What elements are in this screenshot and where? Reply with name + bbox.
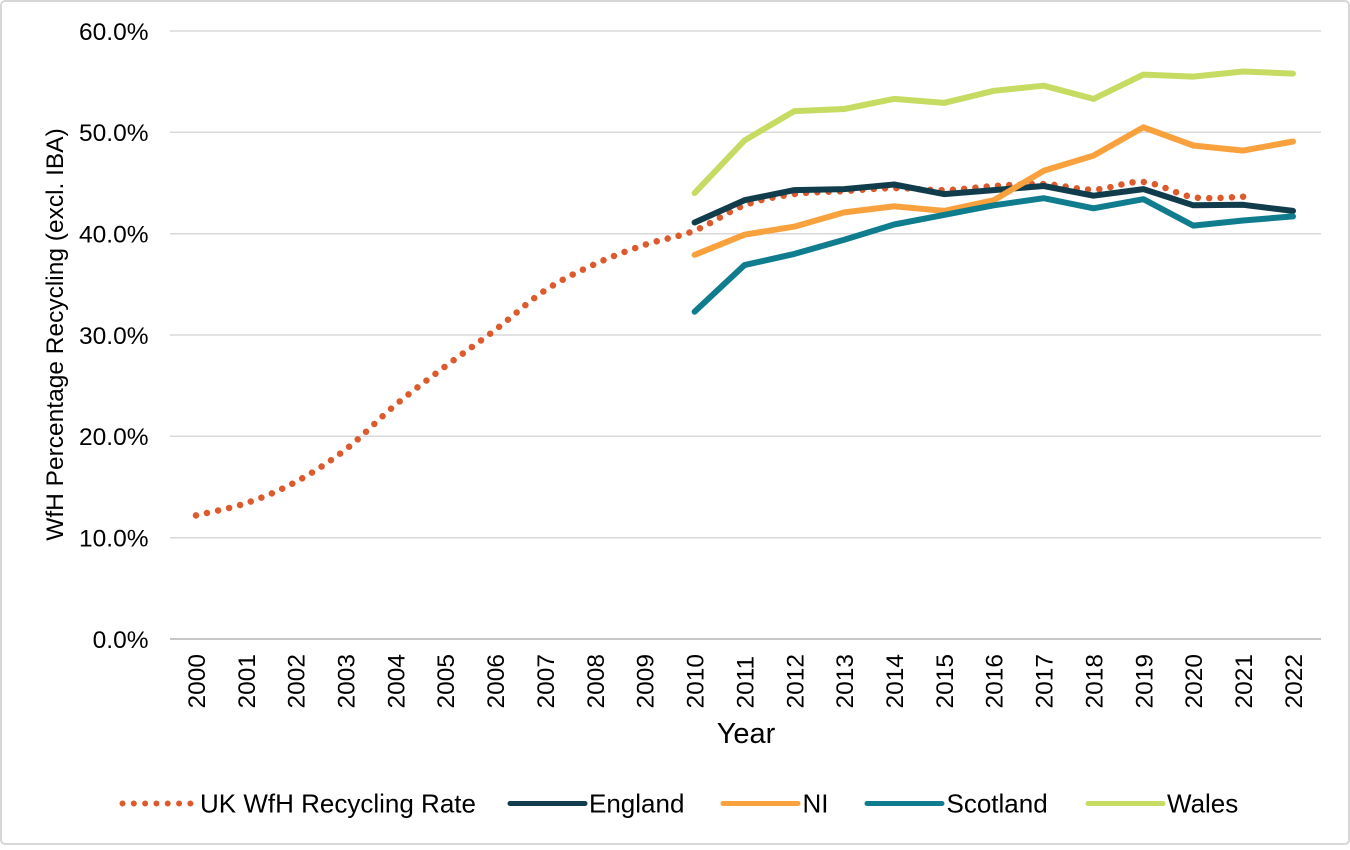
svg-text:20.0%: 20.0% <box>79 424 148 451</box>
svg-text:NI: NI <box>803 789 829 819</box>
svg-text:2011: 2011 <box>732 656 759 709</box>
svg-text:2001: 2001 <box>234 654 261 709</box>
svg-text:60.0%: 60.0% <box>79 19 148 46</box>
svg-text:2020: 2020 <box>1181 654 1208 709</box>
svg-text:2004: 2004 <box>383 654 410 709</box>
svg-text:2002: 2002 <box>284 654 311 709</box>
svg-text:2000: 2000 <box>184 654 211 709</box>
svg-text:2018: 2018 <box>1081 654 1108 709</box>
svg-text:Year: Year <box>717 718 776 750</box>
svg-text:Scotland: Scotland <box>947 789 1048 819</box>
svg-text:0.0%: 0.0% <box>93 627 149 654</box>
svg-text:UK WfH Recycling Rate: UK WfH Recycling Rate <box>200 789 476 819</box>
svg-text:2010: 2010 <box>683 654 710 709</box>
svg-text:Wales: Wales <box>1167 789 1238 819</box>
svg-text:40.0%: 40.0% <box>79 222 148 249</box>
svg-text:England: England <box>589 789 684 819</box>
svg-text:2019: 2019 <box>1131 654 1158 709</box>
svg-text:WfH Percentage Recycling (excl: WfH Percentage Recycling (excl. IBA) <box>42 128 69 541</box>
svg-text:2003: 2003 <box>334 654 361 709</box>
svg-text:2022: 2022 <box>1281 654 1308 709</box>
svg-text:2017: 2017 <box>1032 654 1059 709</box>
svg-text:2016: 2016 <box>982 654 1009 709</box>
svg-text:2012: 2012 <box>782 654 809 709</box>
svg-text:2007: 2007 <box>533 654 560 709</box>
svg-text:2009: 2009 <box>633 654 660 709</box>
svg-text:2021: 2021 <box>1231 654 1258 709</box>
svg-text:2005: 2005 <box>433 654 460 709</box>
svg-text:50.0%: 50.0% <box>79 120 148 147</box>
svg-text:2014: 2014 <box>882 654 909 709</box>
svg-text:10.0%: 10.0% <box>79 526 148 553</box>
svg-text:2006: 2006 <box>483 654 510 709</box>
svg-text:2008: 2008 <box>583 654 610 709</box>
svg-text:2015: 2015 <box>932 654 959 709</box>
svg-text:30.0%: 30.0% <box>79 323 148 350</box>
svg-text:2013: 2013 <box>832 654 859 709</box>
